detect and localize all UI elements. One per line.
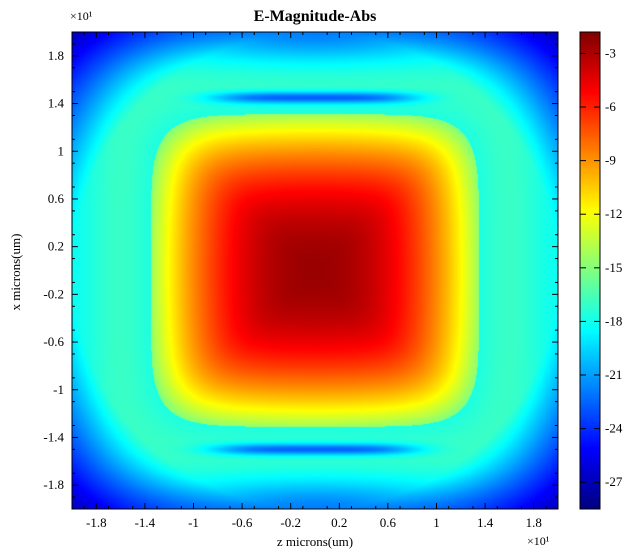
- x-tick-label: 1.8: [526, 515, 542, 530]
- colorbar-tick-label: -24: [605, 421, 623, 436]
- x-tick-label: 1.4: [477, 515, 494, 530]
- chart-title: E-Magnitude-Abs: [253, 8, 377, 25]
- y-tick-label: -1.8: [43, 477, 64, 492]
- x-tick-label: 0.2: [331, 515, 347, 530]
- heatmap-field: [72, 32, 558, 509]
- x-axis-label: z microns(um): [276, 534, 354, 549]
- colorbar-tick-label: -9: [605, 153, 616, 168]
- colorbar-frame: [579, 31, 601, 510]
- colorbar-tick-label: -3: [605, 45, 616, 60]
- y-tick-label: -0.6: [43, 334, 64, 349]
- y-axis: 1.8 1.4 1 0.6 0.2 -0.2 -0.6 -1 -1.4 -1.8: [43, 43, 558, 498]
- colorbar-tick-label: -15: [605, 260, 622, 275]
- x-tick-label: -1.4: [135, 515, 156, 530]
- y-tick-label: 1: [58, 143, 65, 158]
- colorbar: [580, 32, 600, 509]
- colorbar-tick-label: -18: [605, 313, 622, 328]
- colorbar-tick-label: -27: [605, 474, 623, 489]
- y-tick-label: -0.2: [43, 286, 64, 301]
- colorbar-tick-label: -21: [605, 367, 622, 382]
- x-tick-label: 1: [433, 515, 440, 530]
- colorbar-axis: -3 -6 -9 -12 -15 -18 -21 -24 -27: [580, 45, 623, 489]
- x-tick-label: -0.6: [232, 515, 253, 530]
- y-tick-label: 0.6: [48, 191, 65, 206]
- x-tick-label: -1: [188, 515, 199, 530]
- x-tick-label: -0.2: [280, 515, 301, 530]
- y-tick-label: -1: [53, 382, 64, 397]
- y-tick-label: -1.4: [43, 429, 64, 444]
- colorbar-tick-label: -12: [605, 206, 622, 221]
- x-axis: -1.8 -1.4 -1 -0.6 -0.2 0.2 0.6 1 1.4 1.8: [83, 32, 547, 530]
- x-tick-label: 0.6: [380, 515, 397, 530]
- y-axis-multiplier: ×10¹: [70, 9, 93, 23]
- y-tick-label: 1.8: [48, 48, 64, 63]
- x-axis-multiplier: ×10¹: [527, 534, 550, 548]
- plot-frame: [71, 31, 559, 510]
- colorbar-tick-label: -6: [605, 99, 616, 114]
- y-tick-label: 0.2: [48, 239, 64, 254]
- y-tick-label: 1.4: [48, 96, 65, 111]
- x-tick-label: -1.8: [86, 515, 107, 530]
